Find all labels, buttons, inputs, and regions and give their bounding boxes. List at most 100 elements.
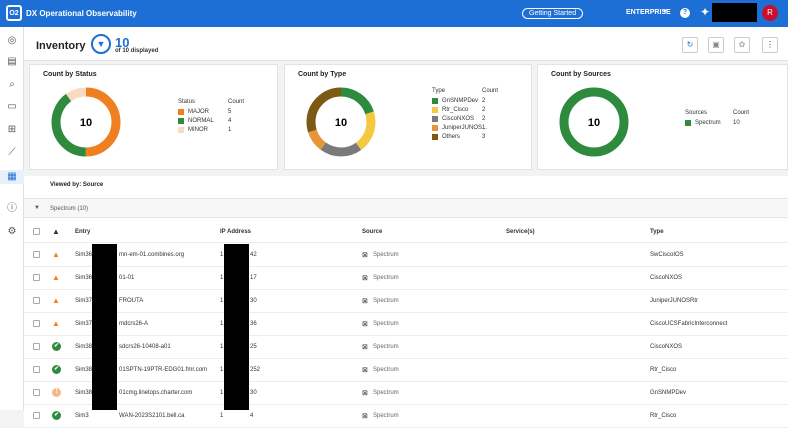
inventory-icon[interactable]: ▦	[0, 170, 24, 184]
row-checkbox[interactable]	[33, 274, 40, 281]
chart-icon[interactable]: ⟋	[8, 147, 16, 158]
table-row[interactable]: ✔ Sim38 sdcrs26-10408-a01 1 25 ⊠ Spectrum Cisco…	[24, 336, 788, 359]
refresh-icon[interactable]: ↻	[682, 37, 698, 53]
ip-cell: 1	[220, 367, 224, 373]
row-checkbox[interactable]	[33, 412, 40, 419]
entry-cell-tail[interactable]: mdcrs26-A	[119, 321, 149, 327]
entry-cell-tail[interactable]: FROUTA	[119, 298, 144, 304]
donut-slice-others[interactable]	[306, 87, 376, 157]
export-icon[interactable]: ▣	[708, 37, 724, 53]
entry-cell[interactable]: Sim38	[75, 390, 93, 396]
donut-slice-cisconxos[interactable]	[306, 87, 376, 157]
chevron-down-icon[interactable]: ▼	[34, 205, 40, 211]
app-logo-icon[interactable]: O2	[6, 5, 22, 21]
row-checkbox[interactable]	[33, 297, 40, 304]
more-options-icon[interactable]: ⋮	[762, 37, 778, 53]
entry-cell[interactable]: Sim36	[75, 275, 93, 281]
type-donut-chart[interactable]: 10	[302, 83, 380, 161]
entry-cell[interactable]: Sim38	[75, 367, 93, 373]
viewed-by-label: Viewed by: Source	[50, 182, 104, 188]
legend-count: 4	[228, 118, 232, 124]
count-by-sources-card: Count by Sources 10 Sources Count Spectr…	[537, 64, 788, 170]
type-cell: JuniperJUNOSRtr	[650, 298, 699, 304]
row-checkbox[interactable]	[33, 251, 40, 258]
entry-cell-tail[interactable]: WAN-2023S2101.bell.ca	[119, 413, 185, 419]
source-cell: Spectrum	[373, 321, 399, 327]
legend-header-label: Type	[432, 88, 446, 94]
table-row[interactable]: ▲ Sim37 FROUTA 1 30 ⊠ Spectrum JuniperJUNOSRtr	[24, 290, 788, 313]
monitor-icon[interactable]: ▭	[7, 101, 17, 112]
entry-cell-tail[interactable]: 01cmg.linetops.charter.com	[119, 390, 193, 396]
entry-cell[interactable]: Sim3	[75, 413, 89, 419]
group-row[interactable]: ▼ Spectrum (10)	[24, 198, 788, 218]
select-all-checkbox[interactable]	[33, 228, 40, 235]
entry-cell-tail[interactable]: mn-em-01.combines.org	[119, 252, 185, 258]
sources-donut-chart[interactable]: 10	[555, 83, 633, 161]
status-donut-chart[interactable]: 10	[47, 83, 125, 161]
redacted-area	[712, 3, 757, 22]
redacted-area	[224, 244, 249, 410]
entry-cell[interactable]: Sim37	[75, 321, 93, 327]
table-row[interactable]: ✔ Sim38 01SPTN-19PTR-EDG01.fmr.com 1 252 ⊠ Spe…	[24, 359, 788, 382]
sparkle-icon[interactable]: ✦	[700, 5, 711, 19]
source-cell: Spectrum	[373, 252, 399, 258]
entry-cell-tail[interactable]: 01-01	[119, 275, 135, 281]
entry-cell[interactable]: Sim38	[75, 344, 93, 350]
legend-swatch	[432, 125, 438, 131]
ip-cell-tail: 30	[250, 390, 257, 396]
ip-cell-tail: 4	[250, 413, 254, 419]
column-header-type[interactable]: Type	[650, 229, 664, 235]
entry-cell-tail[interactable]: 01SPTN-19PTR-EDG01.fmr.com	[119, 367, 208, 373]
donut-slice-rtr-cisco[interactable]	[306, 87, 376, 157]
donut-slice-minor[interactable]	[51, 87, 121, 157]
column-header-services[interactable]: Service(s)	[506, 229, 535, 235]
ip-cell-tail: 30	[250, 298, 257, 304]
row-checkbox[interactable]	[33, 389, 40, 396]
table-row[interactable]: ✔ Sim3 WAN-2023S2101.bell.ca 1 4 ⊠ Spectrum Rtr…	[24, 405, 788, 428]
legend-count: 2	[482, 116, 486, 122]
entry-cell-tail[interactable]: sdcrs26-10408-a01	[119, 344, 171, 350]
donut-slice-normal[interactable]	[51, 87, 121, 157]
table-row[interactable]: ! Sim38 01cmg.linetops.charter.com 1 30 ⊠ Spec…	[24, 382, 788, 405]
info-icon[interactable]: ⓘ	[7, 203, 17, 214]
dashboard-icon[interactable]: ▤	[7, 56, 17, 67]
legend-count: 2	[482, 107, 486, 113]
chevron-down-icon[interactable]: ▼	[662, 9, 668, 15]
card-title: Count by Sources	[551, 71, 611, 78]
globe-icon[interactable]: ◎	[7, 35, 17, 46]
severity-normal-icon: ✔	[52, 411, 61, 420]
table-row[interactable]: ▲ Sim36 01-01 1 17 ⊠ Spectrum CiscoNXOS	[24, 267, 788, 290]
column-header-source[interactable]: Source	[362, 229, 383, 235]
column-header-ip[interactable]: IP Address	[220, 229, 252, 235]
table-row[interactable]: ▲ Sim37 mdcrs26-A 1 36 ⊠ Spectrum CiscoUCSFabri…	[24, 313, 788, 336]
topology-icon[interactable]: ⊞	[7, 124, 17, 135]
entry-cell[interactable]: Sim37	[75, 298, 93, 304]
legend-label: JuniperJUNOS...	[442, 125, 488, 131]
inventory-count: 10	[115, 35, 130, 50]
column-header-entry[interactable]: Entry	[75, 229, 91, 235]
legend-swatch	[178, 109, 184, 115]
search-icon[interactable]: ⌕	[9, 79, 15, 90]
table-header-row: ▲ Entry IP Address Source Service(s) Typ…	[24, 221, 788, 243]
help-icon[interactable]: ?	[680, 8, 690, 18]
severity-header-icon[interactable]: ▲	[52, 227, 60, 236]
count-by-type-card: Count by Type 10 Type Count GnSNMPDev 2 Rt…	[284, 64, 532, 170]
avatar[interactable]: R	[762, 5, 778, 21]
table-row[interactable]: ▲ Sim36 mn-em-01.combines.org 1 42 ⊠ Spectrum S…	[24, 244, 788, 267]
entry-cell[interactable]: Sim36	[75, 252, 93, 258]
ip-cell: 1	[220, 298, 224, 304]
ip-cell: 1	[220, 252, 224, 258]
severity-major-icon: ▲	[52, 273, 60, 282]
legend-label: Rtr_Cisco	[442, 107, 469, 113]
filter-icon[interactable]: ▼	[91, 34, 111, 54]
type-cell: CiscoNXOS	[650, 344, 683, 350]
settings-gear-icon[interactable]: ✿	[734, 37, 750, 53]
row-checkbox[interactable]	[33, 343, 40, 350]
tenant-selector[interactable]: ENTERPRISE	[626, 9, 671, 16]
ip-cell: 1	[220, 275, 224, 281]
donut-slice-spectrum[interactable]	[559, 87, 629, 157]
row-checkbox[interactable]	[33, 320, 40, 327]
row-checkbox[interactable]	[33, 366, 40, 373]
getting-started-button[interactable]: Getting Started	[522, 8, 584, 19]
settings-icon[interactable]: ⚙	[7, 226, 17, 237]
